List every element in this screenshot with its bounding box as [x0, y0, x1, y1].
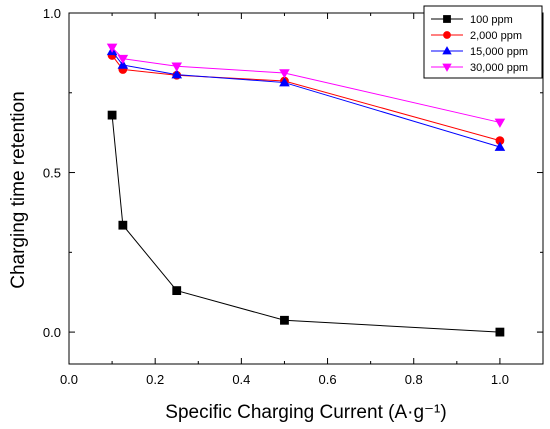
data-point	[106, 43, 118, 53]
data-point	[279, 69, 290, 79]
data-point	[107, 110, 117, 120]
legend-marker	[442, 46, 452, 55]
series-group	[107, 110, 505, 337]
data-point	[495, 327, 505, 337]
legend-label: 2,000 ppm	[470, 30, 522, 42]
legend-label: 15,000 ppm	[470, 46, 528, 58]
legend-marker	[443, 31, 451, 39]
data-point	[494, 118, 506, 128]
legend-label: 100 ppm	[470, 14, 513, 26]
legend: 100 ppm 2,000 ppm 15,000 ppm 30,000 ppm	[423, 5, 543, 79]
axis-ticks: 0.0 0.2 0.4 0.6 0.8 1.0 1.0 0.5 0.0	[43, 6, 543, 387]
y-axis-title: Charging time retention	[8, 91, 29, 289]
x-tick-label: 0.8	[405, 372, 423, 387]
plot-frame	[68, 12, 544, 365]
series-line	[111, 115, 500, 333]
x-tick-label: 1.0	[491, 372, 509, 387]
x-tick-label: 0.4	[232, 372, 250, 387]
x-axis-title: Specific Charging Current (A·g⁻¹)	[165, 402, 446, 423]
legend-items: 100 ppm 2,000 ppm 15,000 ppm 30,000 ppm	[431, 14, 528, 74]
data-point	[280, 315, 289, 325]
series-group	[106, 43, 506, 128]
data-point	[279, 77, 290, 87]
y-tick-label: 0.5	[43, 166, 61, 181]
series-layer	[106, 43, 506, 337]
legend-marker	[442, 63, 452, 72]
x-tick-label: 0.2	[146, 372, 164, 387]
y-tick-label: 0.0	[43, 325, 61, 340]
data-point	[171, 62, 183, 72]
data-point	[494, 141, 506, 151]
y-tick-label: 1.0	[43, 6, 61, 21]
x-tick-label: 0.6	[319, 372, 337, 387]
x-tick-label: 0.0	[60, 372, 78, 387]
data-point	[118, 220, 128, 230]
legend-label: 30,000 ppm	[470, 62, 528, 74]
data-point	[117, 54, 129, 65]
legend-marker	[443, 15, 451, 23]
data-point	[172, 286, 182, 296]
data-point	[117, 59, 129, 69]
data-point	[171, 69, 183, 79]
